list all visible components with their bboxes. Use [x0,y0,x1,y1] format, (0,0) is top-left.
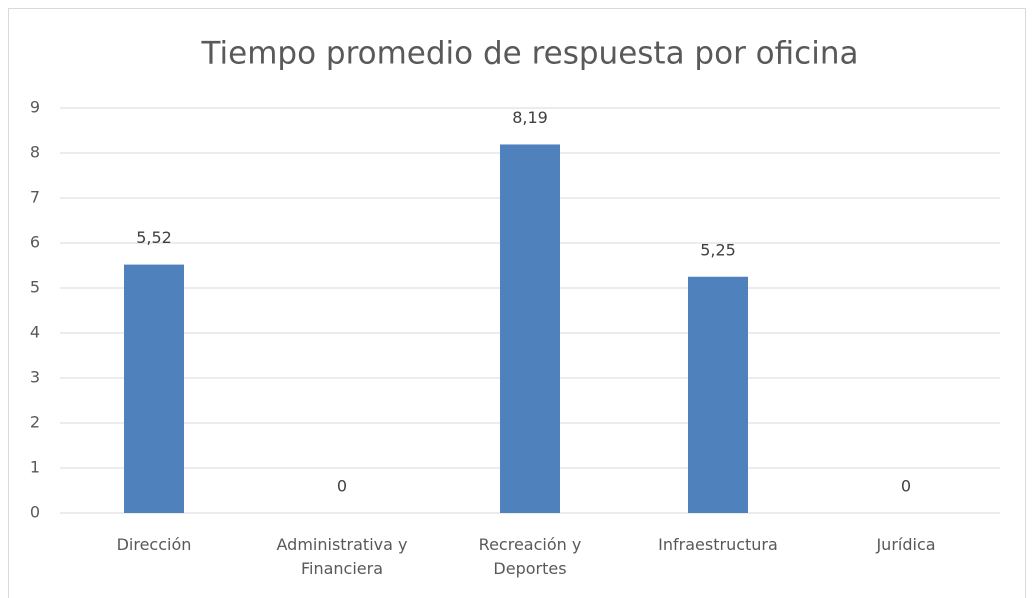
y-tick-label: 1 [30,458,40,477]
y-tick-label: 8 [30,143,40,162]
y-tick-label: 7 [30,188,40,207]
bar [500,144,560,513]
bar [688,276,748,513]
y-tick-label: 0 [30,503,40,522]
y-tick-label: 2 [30,413,40,432]
y-tick-label: 3 [30,368,40,387]
x-tick-label: Administrativa y Financiera [276,535,408,578]
data-label: 5,52 [136,228,172,247]
chart-title: Tiempo promedio de respuesta por oficina [201,36,859,72]
y-tick-label: 9 [30,98,40,117]
data-label: 5,25 [700,240,736,259]
y-tick-label: 5 [30,278,40,297]
x-tick-label: Dirección [116,535,192,554]
data-label: 0 [901,477,911,496]
x-tick-label: Infraestructura [658,535,778,554]
x-tick-label: Jurídica [876,535,936,554]
data-label: 8,19 [512,108,548,127]
y-tick-label: 4 [30,323,40,342]
y-tick-label: 6 [30,233,40,252]
x-tick-label: Recreación y Deportes [478,535,582,578]
data-label: 0 [337,477,347,496]
bar [124,264,184,513]
